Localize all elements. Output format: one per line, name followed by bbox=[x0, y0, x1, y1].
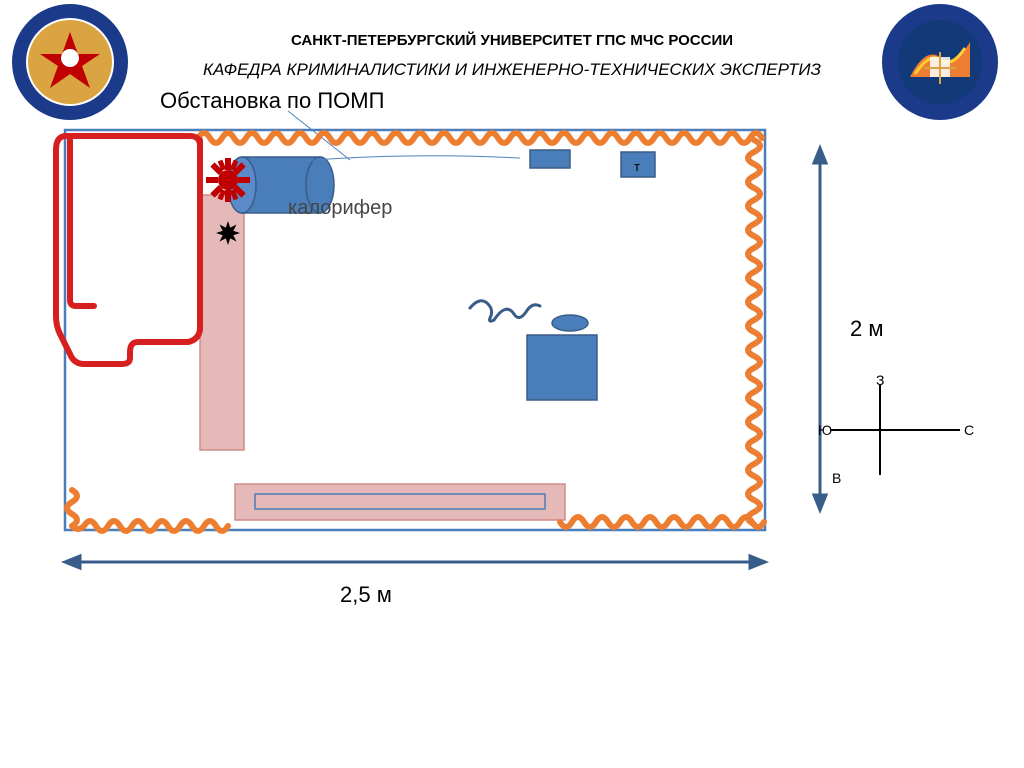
compass bbox=[830, 385, 960, 475]
compass-east: С bbox=[964, 422, 974, 438]
width-dim-label: 2,5 м bbox=[340, 582, 392, 608]
center-box bbox=[527, 335, 597, 400]
compass-west: Ю bbox=[818, 422, 832, 438]
t-label: т bbox=[634, 159, 640, 174]
small-top-box bbox=[530, 150, 570, 168]
center-ellipse bbox=[552, 315, 588, 331]
pink-bottom-block bbox=[235, 484, 565, 520]
compass-south: В bbox=[832, 470, 841, 486]
width-arrow bbox=[65, 556, 765, 568]
red-outline bbox=[56, 136, 200, 364]
kalorifer-label: калорифер bbox=[288, 197, 392, 220]
orange-fire-border bbox=[67, 133, 764, 531]
compass-north: З bbox=[876, 372, 884, 388]
room-outline bbox=[65, 130, 765, 530]
height-arrow bbox=[814, 148, 826, 510]
center-squiggle bbox=[470, 301, 540, 321]
floor-plan-diagram bbox=[0, 0, 1024, 768]
height-dim-label: 2 м bbox=[850, 316, 883, 342]
